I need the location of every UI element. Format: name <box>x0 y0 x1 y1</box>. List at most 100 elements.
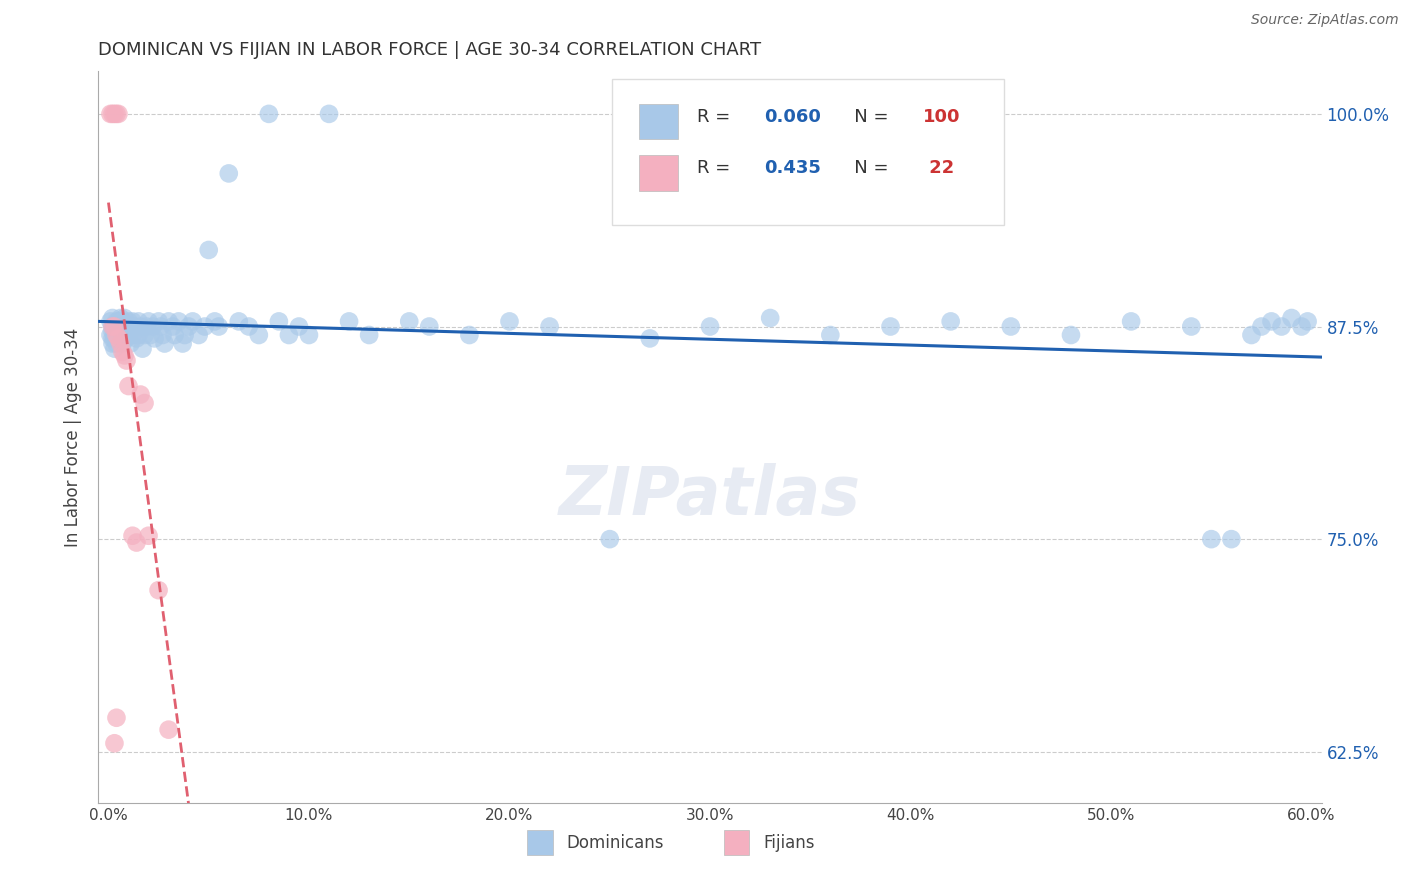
Point <box>257 107 280 121</box>
Point <box>105 319 128 334</box>
Point <box>939 314 962 328</box>
Point <box>177 319 200 334</box>
Point <box>129 387 152 401</box>
Point <box>418 319 440 334</box>
Point <box>101 325 124 339</box>
Point <box>167 314 190 328</box>
Point <box>103 736 125 750</box>
Point <box>103 331 125 345</box>
Point <box>208 319 231 334</box>
Point <box>117 328 139 343</box>
Point <box>142 319 165 334</box>
Point <box>103 841 125 855</box>
Point <box>148 314 170 328</box>
Point <box>110 311 132 326</box>
Point <box>238 319 260 334</box>
Point <box>1240 328 1263 343</box>
Point <box>337 314 360 328</box>
Point <box>1296 314 1319 328</box>
Point <box>128 328 150 343</box>
Point <box>110 331 132 345</box>
Point <box>398 314 420 328</box>
Text: 22: 22 <box>922 159 955 178</box>
Point <box>538 319 561 334</box>
Point <box>114 328 136 343</box>
Point <box>101 319 124 334</box>
Point <box>298 328 321 343</box>
Point <box>218 166 240 180</box>
Point <box>121 314 143 328</box>
Point <box>149 319 172 334</box>
Point <box>101 336 124 351</box>
Point <box>103 342 125 356</box>
Point <box>125 331 148 345</box>
Point <box>125 535 148 549</box>
Point <box>110 319 132 334</box>
Point <box>100 314 122 328</box>
Text: Source: ZipAtlas.com: Source: ZipAtlas.com <box>1251 13 1399 28</box>
FancyBboxPatch shape <box>724 830 749 855</box>
Point <box>101 331 124 345</box>
Point <box>1000 319 1022 334</box>
Point <box>107 314 129 328</box>
Point <box>197 847 219 861</box>
Point <box>194 319 217 334</box>
Point <box>163 328 186 343</box>
Text: ZIPatlas: ZIPatlas <box>560 463 860 529</box>
Point <box>103 319 125 334</box>
Point <box>359 328 381 343</box>
Point <box>247 328 270 343</box>
Point <box>121 328 143 343</box>
Point <box>103 107 125 121</box>
Point <box>148 583 170 598</box>
Text: DOMINICAN VS FIJIAN IN LABOR FORCE | AGE 30-34 CORRELATION CHART: DOMINICAN VS FIJIAN IN LABOR FORCE | AGE… <box>98 41 762 59</box>
Point <box>157 314 180 328</box>
Point <box>100 107 122 121</box>
Point <box>1281 311 1303 326</box>
Point <box>181 314 204 328</box>
Point <box>699 319 721 334</box>
Point <box>153 336 176 351</box>
Point <box>879 319 901 334</box>
Point <box>114 311 136 326</box>
Point <box>111 345 134 359</box>
Point <box>120 336 142 351</box>
Point <box>498 314 520 328</box>
Point <box>115 353 138 368</box>
Point <box>121 529 143 543</box>
Point <box>115 331 138 345</box>
Point <box>107 107 129 121</box>
Y-axis label: In Labor Force | Age 30-34: In Labor Force | Age 30-34 <box>65 327 83 547</box>
Point <box>277 328 299 343</box>
Point <box>120 319 142 334</box>
Point <box>1220 532 1243 546</box>
Point <box>138 529 160 543</box>
Text: Dominicans: Dominicans <box>567 834 664 852</box>
Text: Fijians: Fijians <box>763 834 815 852</box>
Point <box>131 342 153 356</box>
Point <box>267 314 290 328</box>
Point <box>105 328 128 343</box>
Point <box>1180 319 1202 334</box>
Text: R =: R = <box>696 108 735 126</box>
Text: R =: R = <box>696 159 735 178</box>
Point <box>152 328 174 343</box>
Point <box>105 107 128 121</box>
FancyBboxPatch shape <box>527 830 553 855</box>
Point <box>107 328 129 343</box>
FancyBboxPatch shape <box>612 78 1004 225</box>
Point <box>110 336 132 351</box>
Point <box>105 314 128 328</box>
Point <box>1291 319 1313 334</box>
Point <box>1201 532 1223 546</box>
Point <box>111 314 134 328</box>
Point <box>115 319 138 334</box>
Point <box>135 319 157 334</box>
Point <box>1060 328 1083 343</box>
Point <box>111 336 134 351</box>
Point <box>143 331 166 345</box>
Point <box>114 348 136 362</box>
Text: 0.060: 0.060 <box>763 108 821 126</box>
Point <box>173 328 195 343</box>
Point <box>638 331 661 345</box>
